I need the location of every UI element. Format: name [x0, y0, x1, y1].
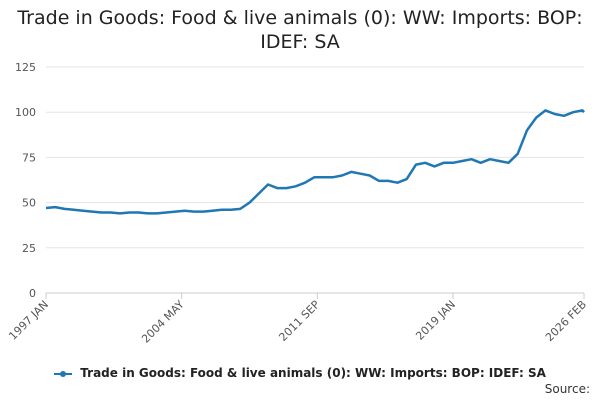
- legend-line-marker-icon: [54, 370, 73, 377]
- y-tick-label: 0: [29, 287, 36, 300]
- y-tick-label: 125: [15, 61, 36, 74]
- chart-title-line-2: IDEF: SA: [260, 31, 340, 53]
- legend[interactable]: Trade in Goods: Food & live animals (0):…: [0, 366, 600, 380]
- chart-title-line-1: Trade in Goods: Food & live animals (0):…: [17, 7, 583, 29]
- x-tick-label: 2011 SEP: [276, 298, 322, 344]
- y-tick-label: 100: [15, 106, 36, 119]
- series-line: [45, 109, 585, 215]
- y-tick-label: 50: [22, 197, 36, 210]
- x-tick-label: 2019 JAN: [413, 298, 458, 343]
- y-tick-label: 25: [22, 242, 36, 255]
- y-tick-label: 75: [22, 151, 36, 164]
- legend-label: Trade in Goods: Food & live animals (0):…: [80, 366, 546, 380]
- source-label: Source:: [544, 382, 590, 396]
- chart-title: Trade in Goods: Food & live animals (0):…: [0, 6, 600, 54]
- x-tick-label: 2026 FEB: [543, 298, 589, 344]
- x-tick-label: 1997 JAN: [6, 298, 51, 343]
- x-tick-label: 2004 MAY: [139, 298, 187, 346]
